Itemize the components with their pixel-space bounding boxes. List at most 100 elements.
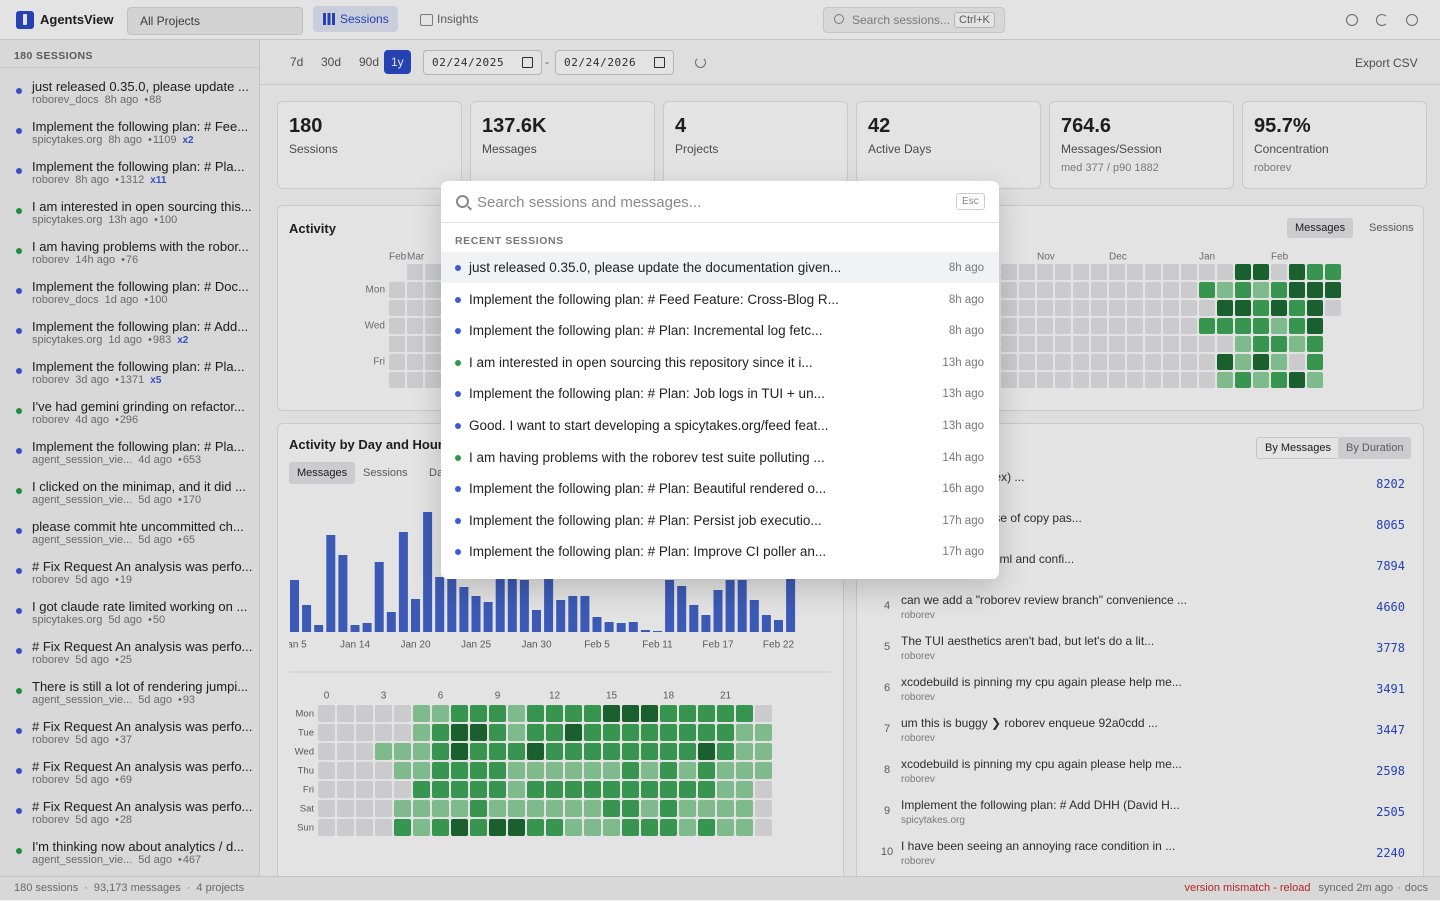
- session-title[interactable]: I got claude rate limited working on ...: [32, 599, 248, 614]
- heat-cell: [565, 762, 582, 779]
- session-messages: 983: [148, 334, 171, 348]
- session-title[interactable]: Implement the following plan: # Add...: [32, 319, 249, 334]
- recent-session[interactable]: Implement the following plan: # Plan: In…: [441, 315, 999, 346]
- recent-session[interactable]: I am having problems with the roborev te…: [441, 442, 999, 473]
- recent-age: 8h ago: [948, 293, 984, 306]
- bar: [628, 622, 638, 632]
- session-title[interactable]: # Fix Request An analysis was perfo...: [32, 759, 253, 774]
- recent-session[interactable]: Implement the following plan: # Plan: Im…: [441, 536, 999, 567]
- version-warning[interactable]: version mismatch - reload: [1184, 882, 1311, 894]
- top-row[interactable]: 7 um this is buggy ❯ roborev enqueue 92a0…: [880, 709, 1420, 750]
- range-button[interactable]: 30d: [321, 55, 342, 69]
- heat-cell: [1127, 372, 1143, 388]
- top-row[interactable]: 5 The TUI aesthetics aren't bad, but let'…: [880, 627, 1420, 668]
- toggle[interactable]: Messages: [1287, 218, 1354, 238]
- session-title[interactable]: # Fix Request An analysis was perfo...: [32, 799, 253, 814]
- modal-input[interactable]: Search sessions and messages...: [477, 194, 702, 211]
- nav-tab[interactable]: Sessions: [340, 12, 389, 26]
- session-title[interactable]: # Fix Request An analysis was perfo...: [32, 719, 253, 734]
- session-project: roborev: [32, 254, 70, 266]
- recent-session[interactable]: Implement the following plan: # Plan: Be…: [441, 473, 999, 504]
- session-title[interactable]: # Fix Request An analysis was perfo...: [32, 559, 253, 574]
- session-messages: 467: [178, 854, 201, 866]
- date-input[interactable]: 02/24/2026: [555, 50, 674, 75]
- top-title: um this is buggy ❯ roborev enqueue 92a0c…: [901, 716, 1158, 730]
- session-title[interactable]: # Fix Request An analysis was perfo...: [32, 639, 253, 654]
- month-label: Feb: [1271, 252, 1289, 263]
- tab[interactable]: Messages: [289, 462, 356, 484]
- project-select[interactable]: All Projects: [127, 7, 303, 35]
- range-button[interactable]: 7d: [290, 55, 304, 69]
- session-title[interactable]: I've had gemini grinding on refactor...: [32, 399, 245, 414]
- heat-cell: [394, 724, 411, 741]
- tab[interactable]: Sessions: [363, 467, 408, 479]
- header-icon[interactable]: [1406, 14, 1418, 26]
- bar: [290, 580, 299, 632]
- header-icon[interactable]: [1346, 14, 1358, 26]
- session-dot: [455, 549, 461, 556]
- session-title[interactable]: Implement the following plan: # Doc...: [32, 279, 249, 294]
- refresh-icon[interactable]: [695, 57, 706, 68]
- session-dot: [455, 423, 461, 429]
- heat-cell: [413, 762, 430, 779]
- session-title[interactable]: Implement the following plan: # Pla...: [32, 439, 245, 454]
- heat-cell: [1091, 264, 1107, 280]
- recent-session[interactable]: Implement the following plan: # Plan: Jo…: [441, 378, 999, 409]
- session-title[interactable]: I am having problems with the robor...: [32, 239, 249, 254]
- docs-link[interactable]: docs: [1404, 882, 1428, 894]
- heat-cell: [527, 705, 544, 722]
- recent-session[interactable]: just released 0.35.0, please update the …: [441, 252, 999, 283]
- recent-session[interactable]: Implement the following plan: # Plan: Pe…: [441, 505, 999, 536]
- heat-cell: [717, 819, 734, 836]
- session-title[interactable]: Implement the following plan: # Pla...: [32, 159, 245, 174]
- heat-cell: [1253, 372, 1269, 388]
- heat-cell: [1163, 372, 1179, 388]
- session-title[interactable]: I am interested in open sourcing this...: [32, 199, 252, 214]
- heat-cell: [318, 800, 335, 817]
- session-title[interactable]: Implement the following plan: # Pla...: [32, 359, 245, 374]
- recent-session[interactable]: I am interested in open sourcing this re…: [441, 347, 999, 378]
- session-messages: 19: [115, 574, 132, 586]
- toggle[interactable]: By Duration: [1338, 437, 1412, 459]
- footer-stat: 180 sessions: [14, 882, 79, 894]
- top-row[interactable]: 8 xcodebuild is pinning my cpu again plea…: [880, 750, 1420, 791]
- heat-cell: [1181, 372, 1197, 388]
- range-button[interactable]: 90d: [359, 55, 380, 69]
- search-box[interactable]: Search sessions... Ctrl+K: [823, 7, 1005, 33]
- top-rank: 9: [883, 805, 891, 817]
- export-button[interactable]: Export CSV: [1355, 56, 1418, 70]
- session-project: agent_session_vie...: [32, 454, 133, 466]
- session-title[interactable]: Implement the following plan: # Fee...: [32, 119, 249, 134]
- session-title[interactable]: I clicked on the minimap, and it did ...: [32, 479, 246, 494]
- heat-cell: [508, 819, 525, 836]
- heat-cell: [451, 800, 468, 817]
- session-project: agent_session_vie...: [32, 534, 133, 546]
- top-row[interactable]: 10 I have been seeing an annoying race co…: [880, 832, 1420, 873]
- session-title[interactable]: There is still a lot of rendering jumpi.…: [32, 679, 249, 694]
- top-row[interactable]: 9 Implement the following plan: # Add DHH…: [880, 791, 1420, 832]
- session-messages: 50: [148, 614, 165, 626]
- tab[interactable]: Da: [429, 467, 444, 479]
- top-row[interactable]: 4 can we add a "roborev review branch" co…: [880, 586, 1420, 627]
- nav-tab[interactable]: Insights: [437, 12, 479, 26]
- select-label: All Projects: [140, 14, 201, 28]
- heat-cell: [755, 743, 772, 760]
- date-input[interactable]: 02/24/2025: [423, 50, 542, 75]
- toggle[interactable]: Sessions: [1369, 222, 1414, 234]
- range-button[interactable]: 1y: [384, 50, 411, 74]
- heat-cell: [1055, 372, 1071, 388]
- recent-session[interactable]: Implement the following plan: # Feed Fea…: [441, 284, 999, 315]
- toggle[interactable]: By Messages: [1256, 437, 1341, 459]
- top-row[interactable]: 6 xcodebuild is pinning my cpu again plea…: [880, 668, 1420, 709]
- session-title[interactable]: please commit hte uncommitted ch...: [32, 519, 244, 534]
- session-title[interactable]: just released 0.35.0, please update ...: [32, 79, 249, 94]
- heat-cell: [356, 743, 373, 760]
- recent-session[interactable]: Good. I want to start developing a spicy…: [441, 410, 999, 441]
- session-project: agent_session_vie...: [32, 694, 133, 706]
- header-icon[interactable]: [1376, 14, 1388, 26]
- stat-value: 95.7%: [1254, 115, 1311, 137]
- heat-cell: [1307, 372, 1323, 388]
- top-value: 8065: [1376, 518, 1405, 532]
- session-title[interactable]: I'm thinking now about analytics / d...: [32, 839, 245, 854]
